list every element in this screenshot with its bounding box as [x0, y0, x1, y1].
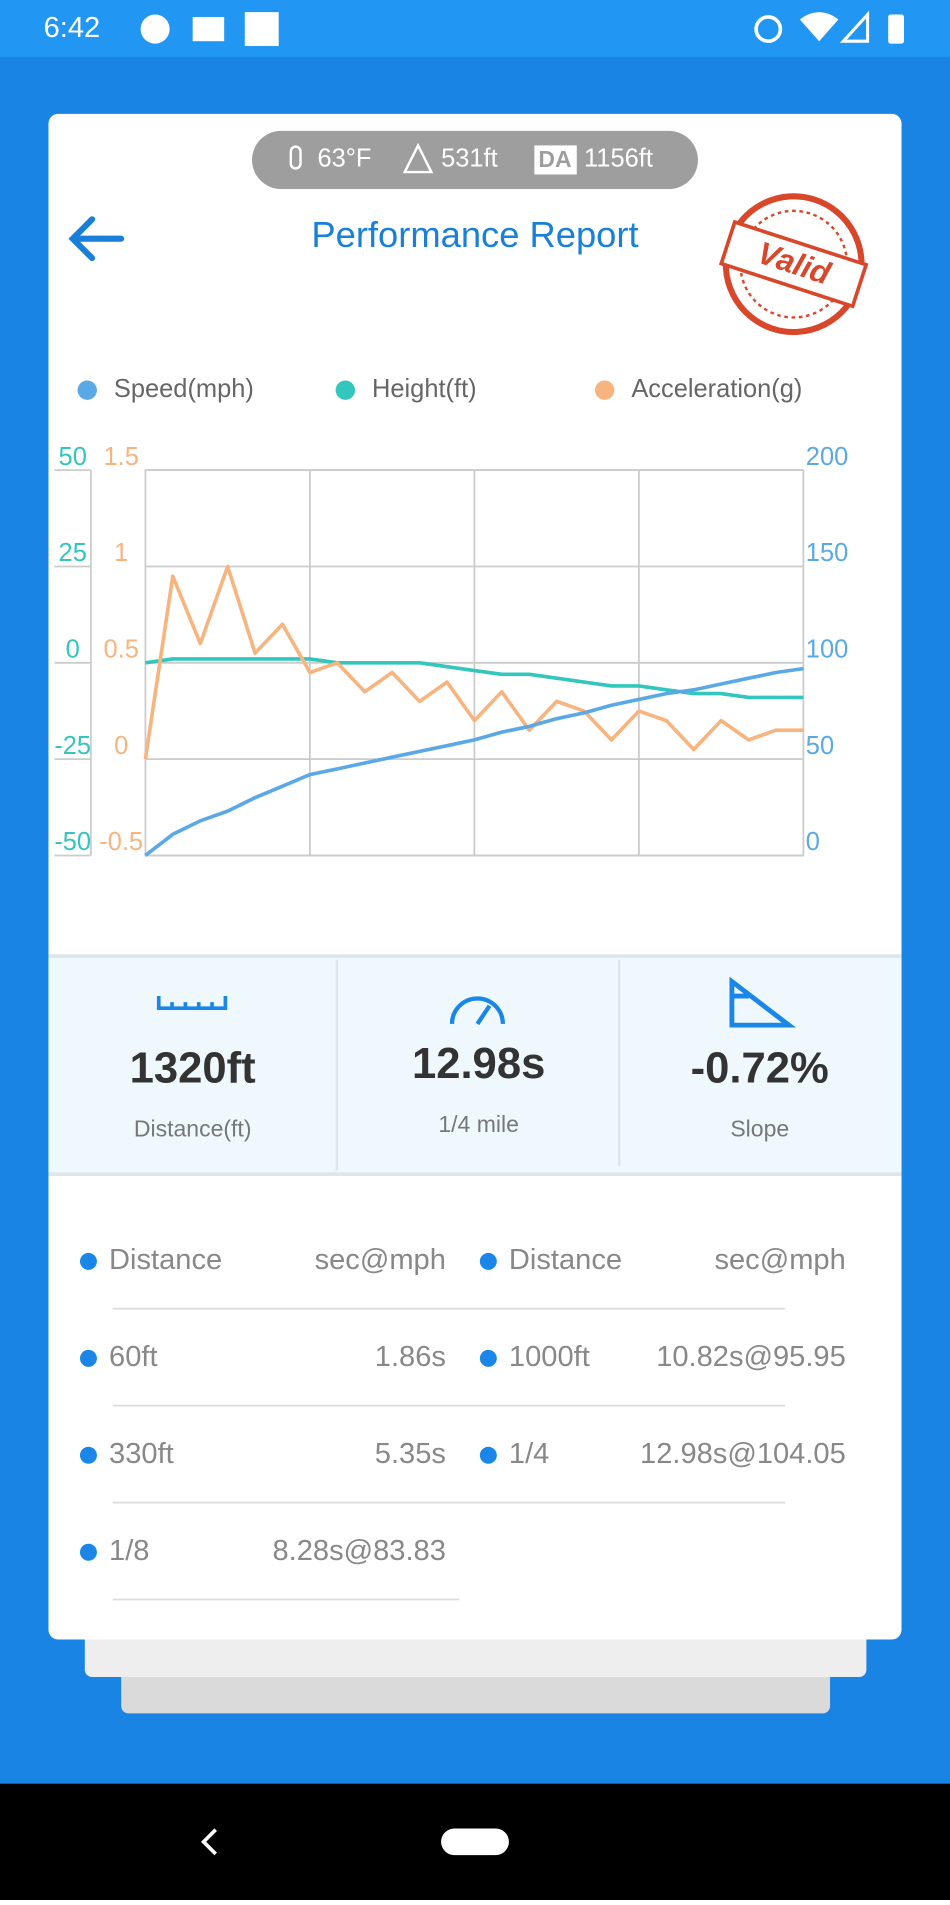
title: Performance Report — [311, 214, 638, 255]
stats: 1320ft Distance(ft) 12.98s 1/4 mile -0.72% Sl… — [130, 1040, 829, 1142]
cell: sec@mph — [714, 1244, 845, 1276]
valid-stamp: Valid — [718, 193, 869, 336]
series-line — [145, 657, 804, 700]
bullet — [479, 1446, 497, 1464]
y-tick-label: 50 — [59, 443, 87, 471]
stamp-band — [718, 219, 869, 309]
slope-icon — [729, 976, 796, 1028]
da-badge-bg — [534, 145, 577, 175]
ruler-icon — [156, 996, 228, 1010]
nav-home[interactable] — [441, 1828, 509, 1856]
legend-label: Acceleration(g) — [631, 375, 802, 403]
chart: Speed(mph) Height(ft) Acceleration(g) -50 -2… — [54, 375, 848, 857]
back-button[interactable] — [68, 216, 125, 262]
y2-tick-label: 200 — [806, 443, 848, 471]
y3-tick-label: 0.5 — [103, 635, 138, 663]
y3-tick-label: -0.5 — [99, 828, 143, 856]
cell: 12.98s@104.05 — [640, 1438, 846, 1470]
stat-value: 1320ft — [130, 1045, 256, 1093]
alarm-icon — [754, 15, 783, 44]
signal-icon — [839, 10, 870, 43]
stat-value: -0.72% — [691, 1045, 829, 1093]
bullet — [79, 1252, 97, 1270]
y2-tick-label: 150 — [806, 539, 848, 567]
series-line — [144, 666, 804, 857]
y-tick-label: 0 — [66, 635, 80, 663]
y-tick-label: -50 — [54, 828, 91, 856]
legend-marker — [335, 380, 356, 400]
y2-tick-label: 0 — [806, 828, 820, 856]
bullet — [79, 1543, 97, 1561]
card — [48, 113, 902, 1640]
da-badge: DA — [538, 146, 572, 172]
cell: 1/4 — [509, 1438, 549, 1470]
legend-marker — [77, 380, 97, 400]
cell: Distance — [109, 1244, 222, 1276]
thermometer-icon — [289, 145, 302, 170]
cell: 8.28s@83.83 — [272, 1535, 445, 1567]
stat-label: Slope — [730, 1116, 789, 1142]
cell: 10.82s@95.95 — [656, 1341, 846, 1373]
altitude: 531ft — [441, 145, 498, 173]
cell: 1/8 — [109, 1535, 149, 1567]
bullet — [479, 1252, 497, 1270]
bullet — [79, 1446, 97, 1464]
y-tick-label: -25 — [54, 732, 91, 760]
density-altitude: 1156ft — [584, 145, 653, 173]
bullet — [79, 1349, 97, 1367]
cell: sec@mph — [315, 1244, 446, 1276]
clock: 6:42 — [44, 12, 101, 44]
cell: 1000ft — [509, 1341, 590, 1373]
temperature: 63°F — [317, 145, 371, 173]
cell: 60ft — [109, 1341, 158, 1373]
splits-table: Distance sec@mph Distance sec@mph 60ft 1.86s 1… — [79, 1244, 846, 1601]
legend-label: Height(ft) — [372, 375, 477, 403]
app-icon — [244, 12, 279, 47]
app-icon — [192, 16, 225, 42]
bullet — [479, 1349, 497, 1367]
legend-label: Speed(mph) — [114, 375, 254, 403]
legend-marker — [594, 380, 615, 400]
y2-tick-label: 50 — [806, 732, 834, 760]
cell: 1.86s — [375, 1341, 446, 1373]
nav-back[interactable] — [201, 1828, 217, 1856]
mountain-icon — [402, 142, 434, 174]
cell: 330ft — [109, 1438, 174, 1470]
gauge-icon — [449, 996, 505, 1026]
cell: 5.35s — [375, 1438, 446, 1470]
stat-label: Distance(ft) — [134, 1116, 252, 1142]
stat-label: 1/4 mile — [438, 1111, 519, 1137]
wifi-icon — [799, 12, 839, 42]
messenger-icon — [140, 14, 170, 44]
y3-tick-label: 1 — [114, 539, 128, 567]
series-line — [143, 564, 804, 760]
y2-tick-label: 100 — [806, 635, 848, 663]
conditions-chip — [252, 130, 698, 190]
stats-panel — [48, 956, 902, 1175]
stat-value: 12.98s — [412, 1040, 545, 1088]
battery-icon — [888, 14, 904, 44]
y-tick-label: 25 — [59, 539, 87, 567]
y3-tick-label: 1.5 — [103, 443, 138, 471]
y3-tick-label: 0 — [114, 732, 128, 760]
cell: Distance — [509, 1244, 622, 1276]
